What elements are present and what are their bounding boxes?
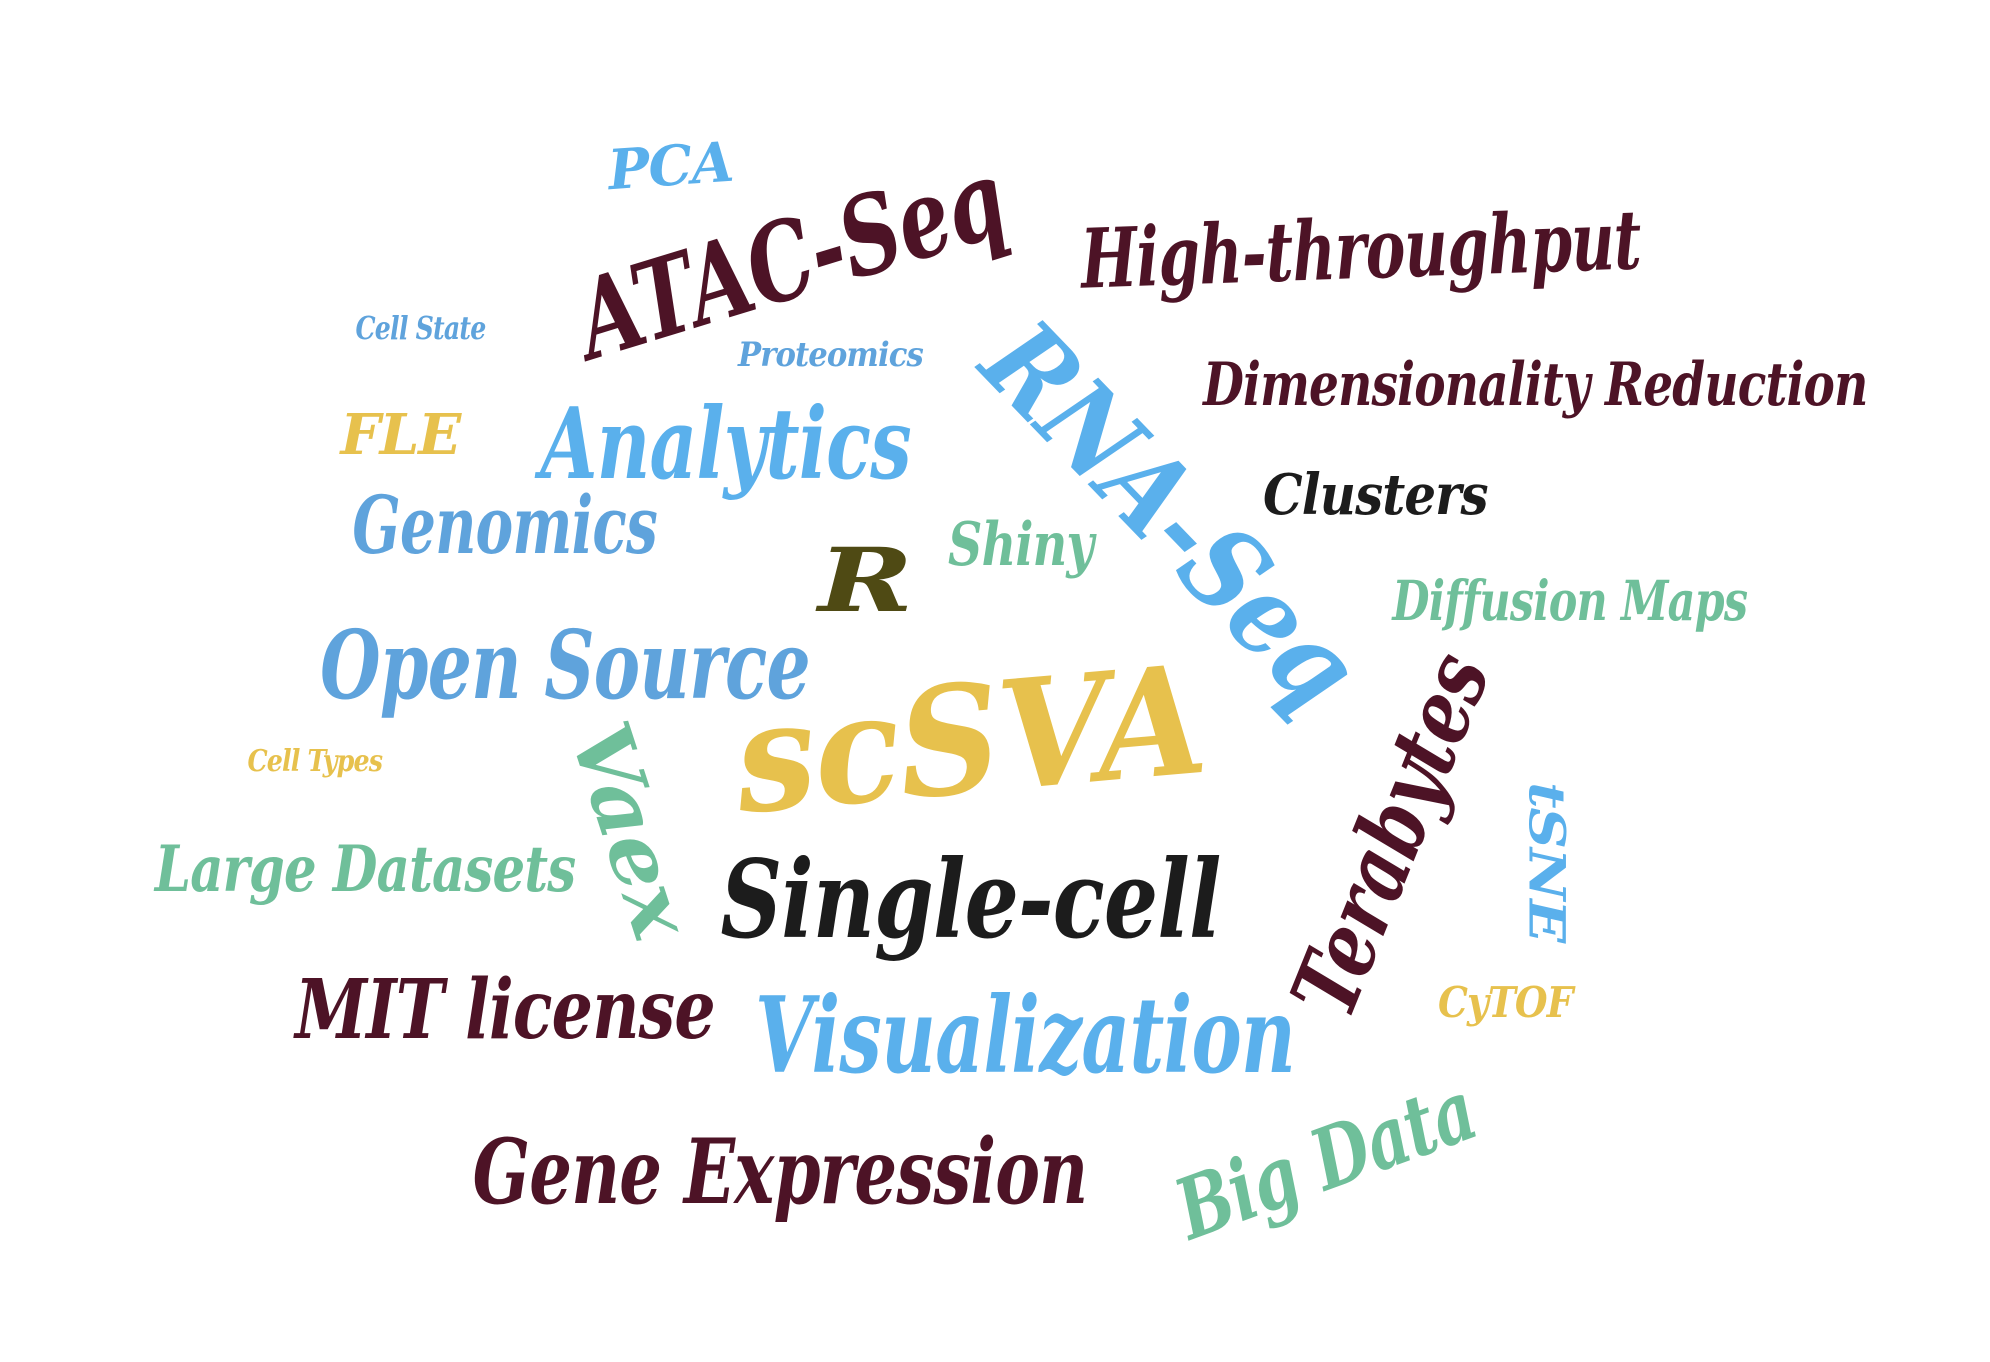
word-tsne: tSNE [1517,781,1577,943]
word-genomics: Genomics [352,478,658,572]
word-dimensionality-reduction: Dimensionality Reduction [1202,350,1868,420]
word-clusters: Clusters [1262,462,1488,528]
word-large-datasets: Large Datasets [154,832,576,907]
word-proteomics: Proteomics [737,335,924,375]
word-cell-state: Cell State [354,309,486,347]
word-shiny: Shiny [947,510,1094,580]
word-r: R [818,528,913,632]
word-fle: FLE [340,402,461,468]
word-single-cell: Single-cell [719,837,1221,963]
word-gene-expression: Gene Expression [472,1119,1088,1225]
word-scsva: scSVA [728,631,1213,849]
word-analytics: Analytics [539,387,911,502]
word-cell-types: Cell Types [247,744,383,779]
word-high-throughput: High-throughput [1078,192,1642,308]
word-open-source: Open Source [320,609,811,721]
word-vaex: Vaex [550,710,710,950]
word-diffusion-maps: Diffusion Maps [1392,567,1748,633]
word-cytof: CyTOF [1437,978,1573,1027]
word-pca: PCA [605,128,735,202]
word-visualization: Visualization [755,972,1296,1097]
word-mit-license: MIT license [295,962,716,1058]
